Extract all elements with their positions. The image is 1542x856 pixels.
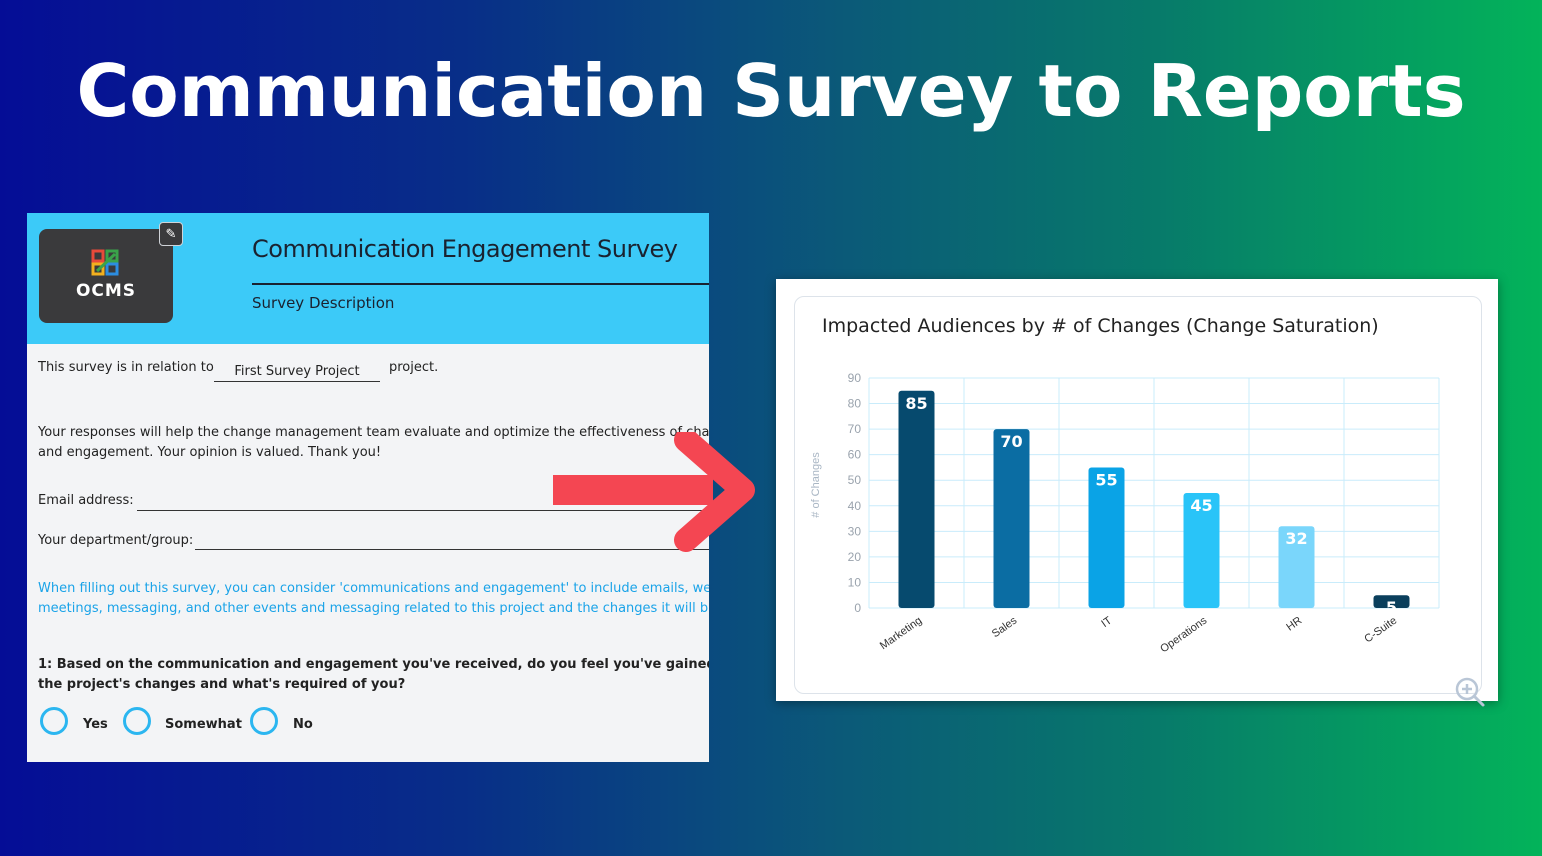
intro-text-line2: and engagement. Your opinion is valued. … xyxy=(38,445,382,460)
y-tick-label: 60 xyxy=(848,448,862,462)
radio-no[interactable] xyxy=(250,707,278,735)
intro-text-line1: Your responses will help the change mana… xyxy=(38,425,709,440)
data-label: 45 xyxy=(1190,496,1212,515)
x-tick-label: IT xyxy=(1099,614,1114,630)
chart-title: Impacted Audiences by # of Changes (Chan… xyxy=(822,315,1379,337)
x-tick-label: HR xyxy=(1284,615,1304,634)
y-tick-label: 80 xyxy=(848,397,862,411)
x-tick-label: Sales xyxy=(990,614,1020,640)
zoom-in-icon[interactable] xyxy=(1453,675,1487,709)
radio-label-somewhat: Somewhat xyxy=(165,717,242,732)
email-input[interactable] xyxy=(137,510,709,511)
y-tick-label: 20 xyxy=(848,550,862,564)
question-text-line1: 1: Based on the communication and engage… xyxy=(38,657,709,672)
y-tick-label: 10 xyxy=(848,575,862,589)
data-label: 70 xyxy=(1000,432,1022,451)
note-text-line1: When filling out this survey, you can co… xyxy=(38,581,709,596)
chart-card: Impacted Audiences by # of Changes (Chan… xyxy=(794,296,1485,707)
relation-prefix: This survey is in relation to xyxy=(38,360,214,375)
survey-header: OCMS ✎ Communication Engagement Survey S… xyxy=(27,213,709,344)
arrow-right-icon xyxy=(553,432,755,552)
bar-chart: 0 10 20 30 40 50 60 70 80 90 # of Changes 85 Marketi… xyxy=(810,371,1440,655)
y-tick-label: 90 xyxy=(848,371,862,385)
y-tick-label: 50 xyxy=(848,473,862,487)
email-label: Email address: xyxy=(38,493,134,508)
y-tick-label: 30 xyxy=(848,524,862,538)
data-label: 55 xyxy=(1095,470,1117,489)
title-divider xyxy=(252,283,709,285)
pencil-icon[interactable]: ✎ xyxy=(159,222,183,246)
bar-c-suite xyxy=(1373,595,1410,608)
bar-operations xyxy=(1183,493,1220,608)
logo-text: OCMS xyxy=(75,281,137,301)
radio-label-no: No xyxy=(293,717,313,732)
y-tick-label: 40 xyxy=(848,499,862,513)
bar-sales xyxy=(993,429,1030,608)
department-input[interactable] xyxy=(195,549,709,550)
x-tick-label: Operations xyxy=(1158,614,1209,655)
report-panel: Impacted Audiences by # of Changes (Chan… xyxy=(776,279,1498,707)
data-label: 32 xyxy=(1285,529,1307,548)
ocms-logo-icon xyxy=(91,249,119,276)
y-axis-label: # of Changes xyxy=(810,452,822,518)
department-label: Your department/group: xyxy=(38,533,194,548)
ocms-logo: OCMS xyxy=(39,229,173,323)
note-text-line2: meetings, messaging, and other events an… xyxy=(38,601,709,616)
headline: Communication Survey to Reports xyxy=(76,49,1466,133)
bar-it xyxy=(1088,467,1125,608)
data-label: 85 xyxy=(905,394,927,413)
data-label: 5 xyxy=(1386,598,1397,617)
radio-label-yes: Yes xyxy=(83,717,108,732)
bar-hr xyxy=(1278,526,1315,608)
y-tick-label: 0 xyxy=(854,601,861,615)
radio-yes[interactable] xyxy=(40,707,68,735)
relation-suffix: project. xyxy=(389,360,439,375)
survey-title: Communication Engagement Survey xyxy=(252,235,678,263)
y-tick-label: 70 xyxy=(848,422,862,436)
x-tick-label: Marketing xyxy=(878,615,924,653)
survey-description: Survey Description xyxy=(252,294,395,312)
x-tick-label: C-Suite xyxy=(1362,615,1399,646)
bar-marketing xyxy=(898,390,935,608)
radio-somewhat[interactable] xyxy=(123,707,151,735)
project-name-field[interactable]: First Survey Project xyxy=(214,361,380,382)
question-text-line2: the project's changes and what's require… xyxy=(38,677,406,692)
